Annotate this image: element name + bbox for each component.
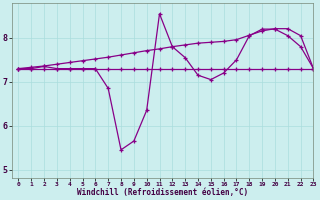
X-axis label: Windchill (Refroidissement éolien,°C): Windchill (Refroidissement éolien,°C) — [77, 188, 248, 197]
